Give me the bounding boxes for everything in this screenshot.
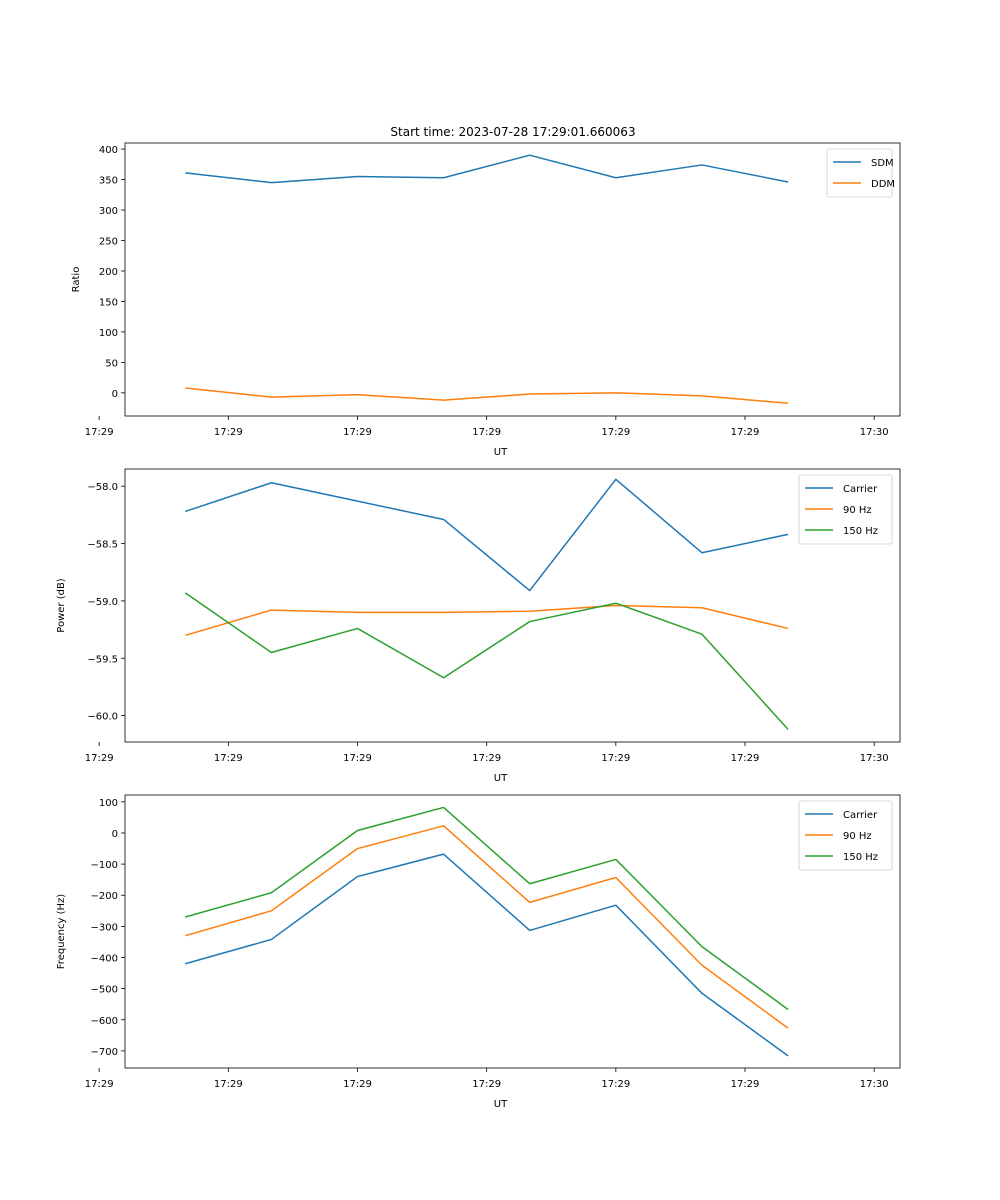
y-tick-label: 200 <box>99 267 118 278</box>
chart-panel-3: 17:29 17:29 17:29 17:29 17:29 17:29 17:30 −700 −… <box>56 794 901 1110</box>
y-tick-label: −400 <box>91 953 118 964</box>
x-tick-label: 17:29 <box>214 427 243 438</box>
y-tick-label: 100 <box>99 328 118 339</box>
series-line-sdm <box>185 154 789 184</box>
plot-frame <box>124 142 901 417</box>
x-tick-label: 17:29 <box>601 1079 630 1090</box>
legend-label: Carrier <box>843 484 878 495</box>
chart-panel-2: 17:29 17:29 17:29 17:29 17:29 17:29 17:30 −60.0… <box>56 468 901 784</box>
y-tick-label: 250 <box>99 237 118 248</box>
legend-label: Carrier <box>843 810 878 821</box>
x-tick-label: 17:29 <box>472 753 501 764</box>
legend-box <box>798 800 893 871</box>
legend-box <box>798 474 893 545</box>
y-tick-label: −59.0 <box>87 597 118 608</box>
y-tick-label: 0 <box>112 829 118 840</box>
series-line-90-hz <box>185 604 789 637</box>
series-line-90-hz <box>185 825 789 1029</box>
y-tick-label: −60.0 <box>87 712 118 723</box>
x-axis-label: UT <box>494 1099 508 1110</box>
plot-frame <box>124 794 901 1069</box>
figure-title: Start time: 2023-07-28 17:29:01.660063 <box>390 125 635 139</box>
y-tick-label: −200 <box>91 891 118 902</box>
y-tick-label: −700 <box>91 1047 118 1058</box>
legend: Carrier 90 Hz 150 Hz <box>798 474 893 545</box>
plot-frame <box>124 468 901 743</box>
x-tick-label: 17:29 <box>214 1079 243 1090</box>
legend-box <box>826 148 893 198</box>
x-tick-label: 17:29 <box>731 1079 760 1090</box>
x-tick-label: 17:29 <box>472 427 501 438</box>
chart-panel-1: 17:29 17:29 17:29 17:29 17:29 17:29 17:30 0 50 10… <box>71 142 901 458</box>
series-line-150-hz <box>185 806 789 1011</box>
y-tick-label: 350 <box>99 176 118 187</box>
x-tick-label: 17:29 <box>601 427 630 438</box>
y-tick-label: −300 <box>91 922 118 933</box>
y-tick-label: 150 <box>99 297 118 308</box>
x-tick-label: 17:29 <box>731 753 760 764</box>
y-axis-label: Frequency (Hz) <box>56 894 67 970</box>
y-tick-label: −100 <box>91 860 118 871</box>
legend-label: 90 Hz <box>843 831 872 842</box>
y-tick-label: 0 <box>112 389 118 400</box>
y-axis-label: Power (dB) <box>56 578 67 633</box>
x-tick-label: 17:29 <box>731 427 760 438</box>
x-tick-label: 17:29 <box>343 1079 372 1090</box>
x-tick-label: 17:29 <box>214 753 243 764</box>
x-tick-label: 17:29 <box>85 1079 114 1090</box>
y-tick-label: −600 <box>91 1016 118 1027</box>
legend-label: 150 Hz <box>843 852 878 863</box>
legend-label: SDM <box>871 158 894 169</box>
x-tick-label: 17:29 <box>343 427 372 438</box>
y-tick-label: 400 <box>99 145 118 156</box>
y-axis-label: Ratio <box>71 267 82 293</box>
legend: SDM DDM <box>826 148 895 198</box>
x-tick-label: 17:29 <box>343 753 372 764</box>
y-tick-label: −59.5 <box>87 654 118 665</box>
series-line-ddm <box>185 387 789 404</box>
y-tick-label: −58.5 <box>87 540 118 551</box>
series-line-carrier <box>185 853 789 1057</box>
x-axis-label: UT <box>494 773 508 784</box>
series-line-carrier <box>185 478 789 592</box>
y-tick-label: −58.0 <box>87 482 118 493</box>
y-tick-label: 100 <box>99 798 118 809</box>
legend-label: 90 Hz <box>843 505 872 516</box>
x-tick-label: 17:29 <box>85 427 114 438</box>
x-tick-label: 17:29 <box>472 1079 501 1090</box>
legend-label: DDM <box>871 179 895 190</box>
x-tick-label: 17:30 <box>860 1079 889 1090</box>
x-tick-label: 17:29 <box>601 753 630 764</box>
series-line-150-hz <box>184 592 789 730</box>
y-tick-label: 300 <box>99 206 118 217</box>
x-tick-label: 17:29 <box>85 753 114 764</box>
legend: Carrier 90 Hz 150 Hz <box>798 800 893 871</box>
y-tick-label: −500 <box>91 985 118 996</box>
y-tick-label: 50 <box>105 358 118 369</box>
x-axis-label: UT <box>494 447 508 458</box>
legend-label: 150 Hz <box>843 526 878 537</box>
x-tick-label: 17:30 <box>860 427 889 438</box>
x-tick-label: 17:30 <box>860 753 889 764</box>
